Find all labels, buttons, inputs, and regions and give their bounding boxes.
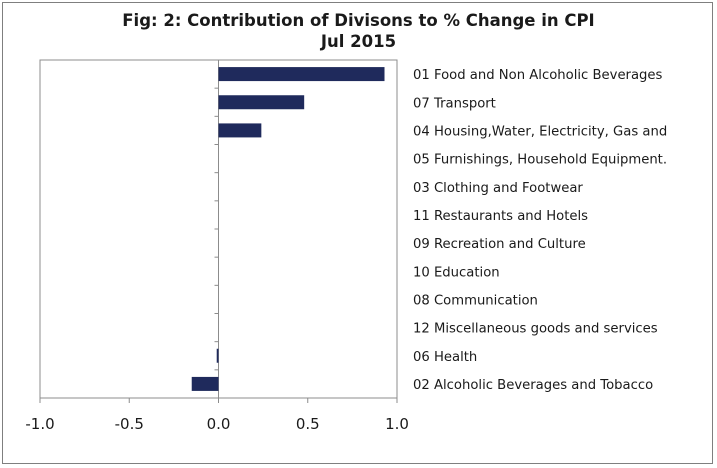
category-label: 12 Miscellaneous goods and services [413,322,658,337]
category-label: 08 Communication [413,293,538,308]
chart-title-block: Fig: 2: Contribution of Divisons to % Ch… [0,10,717,52]
category-label: 09 Recreation and Culture [413,237,586,252]
bar [218,123,262,138]
category-label: 05 Furnishings, Household Equipment. [413,153,667,168]
chart-title: Fig: 2: Contribution of Divisons to % Ch… [122,11,595,30]
x-tick-label: -0.5 [115,415,144,433]
x-tick-label: 0.5 [296,415,320,433]
bar [218,95,305,110]
bar [216,348,219,363]
category-label: 01 Food and Non Alcoholic Beverages [413,68,663,83]
category-label: 06 Health [413,350,477,365]
x-tick-label: 0.0 [207,415,231,433]
category-label: 11 Restaurants and Hotels [413,209,588,224]
chart-subtitle: Jul 2015 [320,32,397,51]
bar [191,376,219,391]
category-label: 03 Clothing and Footwear [413,181,583,196]
category-label: 04 Housing,Water, Electricity, Gas and [413,124,667,139]
category-label: 07 Transport [413,96,496,111]
x-tick-label: -1.0 [25,415,54,433]
bar [218,67,385,82]
x-tick-label: 1.0 [385,415,409,433]
category-label: 10 Education [413,265,500,280]
category-label: 02 Alcoholic Beverages and Tobacco [413,378,653,393]
